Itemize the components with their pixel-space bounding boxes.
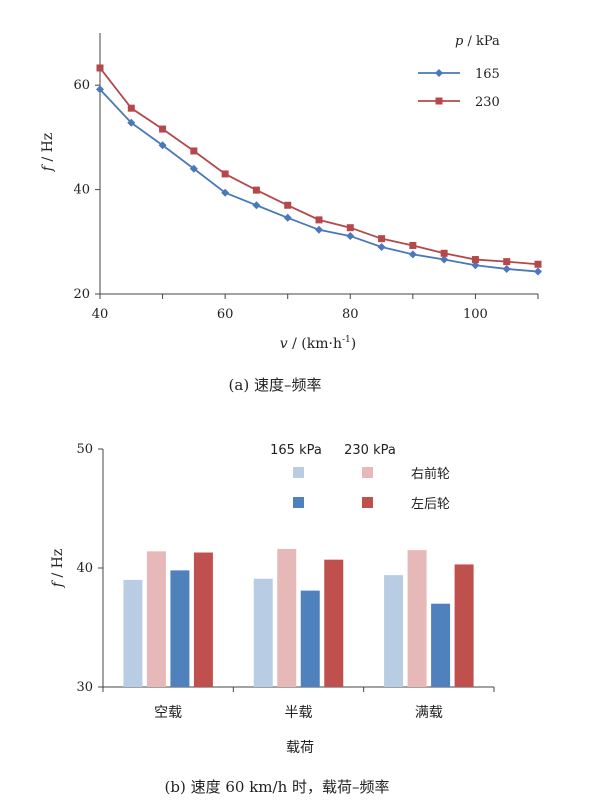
chart-a-point-230 [190, 147, 198, 155]
chart-a-point-230 [252, 186, 260, 194]
chart-a-point-165 [221, 188, 230, 197]
chart-a-series-line-230 [99, 67, 539, 266]
chart-a-point-230 [346, 224, 354, 232]
chart-b-bar [300, 590, 320, 687]
chart-b-ytick-label: 30 [76, 680, 93, 695]
chart-b-bar [253, 578, 273, 687]
chart-a-point-230 [284, 201, 292, 209]
chart-b-caption: (b) 速度 60 km/h 时，载荷–频率 [165, 778, 390, 796]
chart-a-xtick-label: 80 [342, 307, 359, 322]
chart-b-bar [193, 552, 213, 687]
chart-b-bar [123, 579, 143, 687]
chart-a-point-165 [158, 141, 167, 150]
chart-a-xtick-label: 100 [463, 307, 488, 322]
chart-a-point-165 [283, 213, 292, 222]
chart-a-point-230 [534, 260, 542, 268]
chart-b-category-label: 半载 [285, 705, 313, 721]
chart-a-point-165 [96, 85, 104, 94]
chart-a-xlabel: v / (km·h-1) [280, 335, 356, 352]
chart-b-category-label: 空载 [154, 705, 182, 721]
chart-a-series-line-165 [99, 88, 539, 273]
chart-b-bar [324, 559, 344, 687]
chart-a-point-165 [189, 164, 198, 173]
chart-a-ylabel: f / Hz [40, 133, 56, 172]
chart-a-ytick-label: 60 [73, 78, 90, 93]
chart-b-legend-swatch [362, 467, 373, 478]
chart-b-ytick-label: 50 [76, 442, 93, 457]
chart-a-xtick-label: 40 [92, 307, 109, 322]
chart-b-category-label: 满载 [415, 705, 443, 721]
chart-a-point-165 [346, 232, 355, 241]
chart-a-point-230 [471, 256, 479, 264]
chart-a-point-165 [377, 243, 386, 252]
chart-a-legend-marker-230 [435, 97, 443, 105]
chart-a-point-230 [440, 249, 448, 257]
chart-b: f / Hz 载荷 (b) 速度 60 km/h 时，载荷–频率 30 40 50 空… [50, 442, 495, 796]
chart-a-legend-marker-165 [435, 69, 443, 77]
chart-b-legend-swatch [293, 467, 304, 478]
chart-b-ytick-label: 40 [76, 561, 93, 576]
chart-a-legend-title: p / kPa [455, 34, 500, 49]
chart-b-bar [454, 564, 474, 687]
chart-a-point-230 [315, 216, 323, 224]
chart-a-point-230 [221, 170, 229, 178]
chart-a-xtick-label: 60 [217, 307, 234, 322]
chart-b-legend-label: 右前轮 [411, 466, 450, 482]
chart-a-point-165 [315, 225, 323, 234]
chart-a-caption: (a) 速度–频率 [229, 376, 322, 394]
chart-a-point-230 [378, 235, 386, 243]
chart-a-ytick-label: 20 [73, 287, 90, 302]
chart-a-point-165 [440, 255, 449, 264]
chart-a-point-230 [409, 241, 417, 249]
chart-b-legend-swatch [362, 497, 373, 508]
chart-b-bar [431, 603, 451, 687]
chart-b-bar [407, 550, 427, 687]
chart-a-point-165 [252, 201, 261, 210]
chart-a-ytick-label: 40 [73, 183, 90, 198]
chart-a-point-230 [503, 258, 511, 266]
chart-a-legend-label-230: 230 [475, 95, 500, 110]
chart-b-bar [146, 551, 166, 687]
chart-a-point-165 [534, 267, 542, 276]
chart-a-point-230 [127, 104, 135, 112]
chart-b-legend-label: 左后轮 [411, 497, 450, 512]
chart-b-xlabel: 载荷 [286, 740, 314, 756]
chart-a-point-230 [159, 125, 167, 133]
chart-a-legend-label-165: 165 [475, 67, 500, 82]
chart-a: f / Hz v / (km·h-1) p / kPa (a) 速度–频率 20… [40, 33, 542, 394]
chart-a-point-230 [96, 64, 104, 72]
chart-a-point-165 [127, 118, 136, 127]
chart-b-bar [170, 570, 190, 687]
chart-b-ylabel: f / Hz [50, 549, 66, 588]
chart-b-legend-swatch [293, 497, 304, 508]
chart-a-point-165 [502, 264, 511, 273]
chart-b-legend-header: 230 kPa [344, 443, 396, 458]
chart-b-bar [277, 548, 297, 687]
chart-a-point-165 [471, 261, 480, 270]
chart-b-bar [384, 575, 404, 687]
chart-a-point-165 [408, 250, 417, 259]
chart-b-legend-header: 165 kPa [270, 443, 322, 458]
